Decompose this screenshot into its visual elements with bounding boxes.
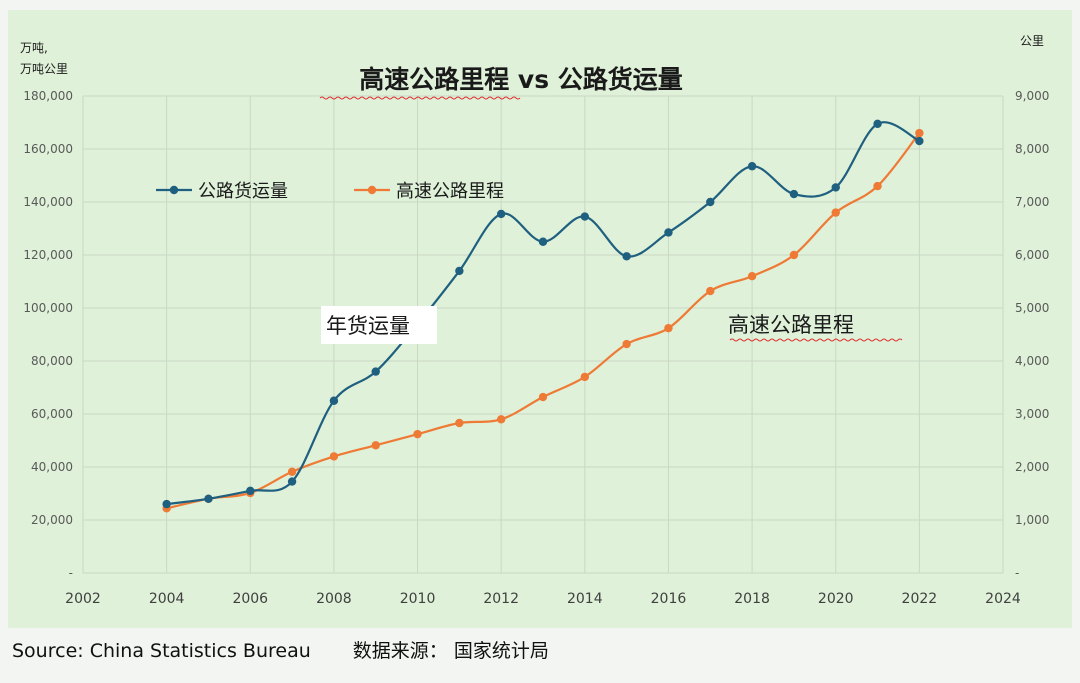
data-point [329, 396, 339, 405]
data-point [873, 181, 882, 191]
y-right-tick-label: - [1015, 566, 1019, 580]
source-english: Source: China Statistics Bureau [12, 640, 311, 662]
data-point [204, 494, 213, 503]
y-right-tick-label: 3,000 [1015, 407, 1049, 421]
y-left-tick-label: 40,000 [31, 460, 73, 474]
y-left-tick-label: - [69, 566, 73, 580]
data-point [831, 183, 840, 192]
data-point [329, 452, 339, 461]
x-tick-label: 2010 [400, 591, 436, 607]
data-point [873, 119, 882, 129]
data-point [622, 339, 631, 349]
x-tick-label: 2002 [65, 591, 101, 607]
legend-label: 高速公路里程 [396, 181, 504, 202]
data-point [455, 266, 464, 276]
title-underline-squiggle [319, 96, 521, 100]
x-tick-label: 2024 [985, 591, 1021, 607]
y-left-tick-label: 100,000 [23, 301, 73, 315]
y-right-tick-label: 4,000 [1015, 354, 1049, 368]
x-tick-label: 2008 [316, 591, 352, 607]
source-footer: Source: China Statistics Bureau 数据来源： 国家… [12, 636, 549, 670]
y-right-tick-label: 6,000 [1015, 248, 1049, 262]
legend-label: 公路货运量 [198, 181, 288, 202]
y-left-tick-label: 180,000 [23, 89, 73, 103]
chart-labels: 万吨,万吨公里公里高速公路里程 vs 公路货运量公路货运量 高速公路里程年货运量高… [20, 34, 1044, 344]
chart-panel: - 20,000 40,000 60,000 80,000 100,000 120,000 1… [8, 10, 1072, 628]
source-chinese: 数据来源： 国家统计局 [352, 640, 549, 662]
data-point [664, 228, 673, 237]
line-chart: - 20,000 40,000 60,000 80,000 100,000 120,000 1… [20, 34, 1049, 607]
data-point [287, 467, 297, 476]
data-point [455, 418, 464, 428]
data-point [915, 136, 924, 146]
data-point [706, 197, 715, 207]
data-point [371, 367, 380, 376]
chart-title: 高速公路里程 vs 公路货运量 [359, 65, 683, 94]
data-point [580, 212, 590, 221]
series-layer [162, 119, 924, 513]
data-point [538, 392, 548, 402]
x-tick-label: 2012 [483, 591, 519, 607]
y-left-tick-label: 20,000 [31, 513, 73, 527]
y-left-unit-label: 万吨, [20, 41, 48, 55]
annotation-underline-squiggle [729, 338, 903, 342]
data-point [915, 128, 924, 138]
data-point [287, 477, 297, 486]
data-point [747, 272, 757, 281]
y-left-tick-label: 80,000 [31, 354, 73, 368]
data-point [706, 286, 715, 296]
data-point [747, 162, 757, 171]
gridlines [82, 95, 1004, 574]
annotation-expressway: 高速公路里程 [728, 313, 854, 337]
x-tick-label: 2014 [567, 591, 603, 607]
x-tick-label: 2016 [651, 591, 687, 607]
y-right-tick-label: 1,000 [1015, 513, 1049, 527]
data-point [580, 372, 590, 382]
y-right-tick-label: 7,000 [1015, 195, 1049, 209]
x-tick-label: 2006 [232, 591, 268, 607]
y-left-unit-label: 万吨公里 [20, 62, 68, 76]
data-point [831, 208, 840, 217]
data-point [496, 209, 506, 219]
y-left-tick-label: 120,000 [23, 248, 73, 262]
annotation-freight: 年货运量 [326, 314, 410, 338]
data-point [789, 250, 799, 260]
data-point [789, 189, 799, 199]
data-point [413, 429, 422, 439]
legend-swatch-marker [367, 185, 377, 195]
x-tick-label: 2020 [818, 591, 854, 607]
data-point [162, 499, 171, 509]
x-tick-label: 2022 [902, 591, 938, 607]
y-left-tick-label: 160,000 [23, 142, 73, 156]
data-point [496, 415, 506, 424]
axes: - 20,000 40,000 60,000 80,000 100,000 120,000 1… [23, 89, 1049, 607]
y-right-tick-label: 2,000 [1015, 460, 1049, 474]
y-right-tick-label: 5,000 [1015, 301, 1049, 315]
y-right-unit-label: 公里 [1020, 34, 1044, 48]
data-point [664, 323, 673, 333]
y-left-tick-label: 60,000 [31, 407, 73, 421]
y-right-tick-label: 9,000 [1015, 89, 1049, 103]
data-point [246, 486, 255, 496]
x-tick-label: 2004 [149, 591, 185, 607]
data-point [538, 237, 548, 246]
annotation-box [321, 306, 437, 344]
data-point [371, 441, 380, 450]
data-point [622, 252, 631, 261]
legend-swatch-marker [169, 185, 179, 195]
y-right-tick-label: 8,000 [1015, 142, 1049, 156]
x-tick-label: 2018 [734, 591, 770, 607]
y-left-tick-label: 140,000 [23, 195, 73, 209]
